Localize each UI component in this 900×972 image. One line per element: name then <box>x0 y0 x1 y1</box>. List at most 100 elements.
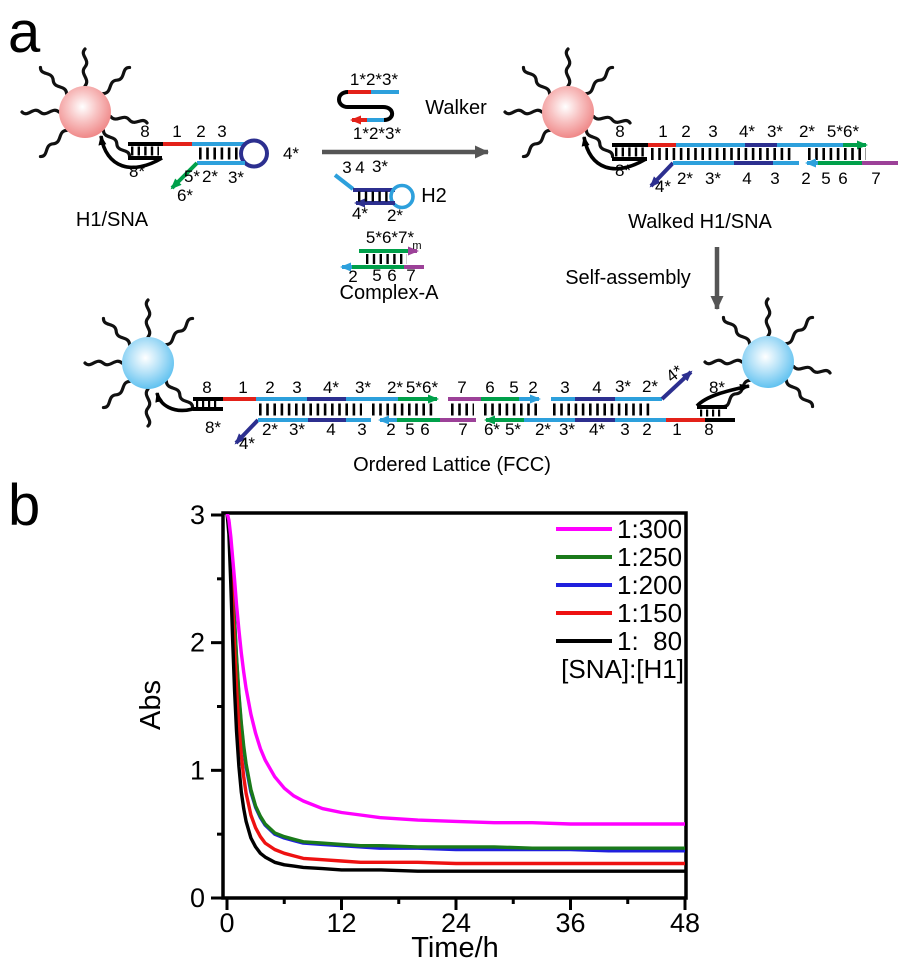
strand-segment-label: 1 <box>172 122 181 141</box>
strand-segment-label: 8 <box>140 122 149 141</box>
strand-segment-label: 5*6* <box>406 378 439 397</box>
complex-a-title: Complex-A <box>340 282 440 304</box>
strand-segment-label: 2 <box>801 169 810 188</box>
strand-segment-label: 5*6*7* <box>366 228 415 247</box>
legend-label: 1:150 <box>617 598 682 628</box>
curve-1:80 <box>225 514 685 873</box>
curve-1:300 <box>225 514 685 826</box>
anchor-arrow <box>581 136 647 171</box>
anchor-arrow <box>155 392 194 413</box>
pink-nanoparticle <box>542 86 594 138</box>
legend-label: 1:300 <box>617 514 682 544</box>
strand-segment-label: 3 <box>342 158 351 177</box>
walker-top-label: 1*2*3* <box>350 70 399 89</box>
lattice-title: Ordered Lattice (FCC) <box>353 454 551 476</box>
strand-6star-green-arrow <box>170 161 199 190</box>
strand-segment-label: 4 <box>355 158 364 177</box>
strand-segment-label: 3* <box>289 420 305 439</box>
legend-label: 1:200 <box>617 570 682 600</box>
strand-segment-label: 4 <box>592 378 601 397</box>
strand-segment-label: 8 <box>704 420 713 439</box>
strand-segment-label: 3* <box>355 378 371 397</box>
x-tick-label: 36 <box>555 908 585 938</box>
y-tick-label: 3 <box>190 500 205 530</box>
strand-segment-label: 6 <box>838 169 847 188</box>
strand-segment-label: 2 <box>265 378 274 397</box>
walker-backbone <box>337 90 395 122</box>
strand-segment-label: 2* <box>642 377 658 396</box>
strand-segment-label: 6* <box>177 186 193 205</box>
strand-segment-label: 4* <box>655 177 671 196</box>
self-assembly-label: Self-assembly <box>565 267 691 289</box>
anchor-arrow <box>695 384 750 408</box>
strand-segment-label: 2* <box>202 167 218 186</box>
strand-segment-label: 3 <box>708 122 717 141</box>
strand-segment-label: 3* <box>767 122 783 141</box>
legend-note: [SNA]:[H1] <box>561 654 684 684</box>
strand-segment-label: 3 <box>357 420 366 439</box>
strand-segment-label: 2 <box>642 420 651 439</box>
chart-curves <box>225 514 685 873</box>
strand-segment-label: 8* <box>205 418 221 437</box>
h2-loop <box>389 183 415 210</box>
strand-segment-label: 4 <box>742 169 751 188</box>
pink-nanoparticle <box>59 86 111 138</box>
strand-segment-label: 3* <box>372 157 388 176</box>
strand-segment-label: 2* <box>799 122 815 141</box>
strand-segment-label: 7 <box>458 420 467 439</box>
bottom-4star-navy-overhang <box>234 418 260 445</box>
h1-sna-diagram: 8 1 2 3 4* 8* 5* 2* 3* 6* H1/SNA <box>20 47 299 231</box>
h2-title: H2 <box>421 185 447 207</box>
strand-segment-label: 5*6* <box>827 122 860 141</box>
strand-segment-label: 4* <box>239 434 255 453</box>
panel-a-label: a <box>8 0 41 65</box>
strand-segment-label: 4* <box>283 144 299 163</box>
legend-label: 1: 80 <box>617 626 682 656</box>
strand-segment-label: 2* <box>535 420 551 439</box>
strand-segment-label: 3* <box>559 420 575 439</box>
x-axis-title: Time/h <box>411 932 499 964</box>
strand-segment-label: 3 <box>620 420 629 439</box>
strand-segment-label: 8* <box>615 161 631 180</box>
strand-segment-label: 3* <box>705 169 721 188</box>
walked-h1-sna-diagram: 8 1 2 3 4* 3* 2* 5*6* 8* 4* 2* 3* 4 3 2 … <box>503 47 898 233</box>
methyl-subscript: m <box>412 240 421 252</box>
strand-segment-label: 4* <box>323 378 339 397</box>
strand-segment-label: 5* <box>505 420 521 439</box>
strand-segment-label: 3 <box>217 122 226 141</box>
x-tick-label: 0 <box>219 908 234 938</box>
strand-segment-label: 5 <box>372 266 381 285</box>
h1-sna-title: H1/SNA <box>76 209 149 231</box>
y-tick-label: 1 <box>190 755 205 785</box>
strand-segment-label: 2* <box>262 420 278 439</box>
curve-1:150 <box>225 514 685 866</box>
strand-segment-label: 2 <box>386 420 395 439</box>
strand-segment-label: 8* <box>129 162 145 181</box>
strand-segment-label: 5 <box>405 420 414 439</box>
y-tick-label: 0 <box>190 883 205 913</box>
walker-diagram: 1*2*3* 1*2*3* Walker <box>337 70 487 143</box>
walker-bottom-label: 1*2*3* <box>353 124 402 143</box>
strand-segment-label: 7 <box>457 378 466 397</box>
strand-segment-label: 8* <box>709 378 725 397</box>
walked-title: Walked H1/SNA <box>628 211 772 233</box>
y-tick-label: 2 <box>190 628 205 658</box>
strand-segment-label: 4* <box>352 204 368 223</box>
top-4star-navy-overhang <box>660 370 693 401</box>
strand-segment-label: 4* <box>589 420 605 439</box>
strand-segment-label: 1 <box>658 122 667 141</box>
strand-segment-label: 3* <box>228 168 244 187</box>
strand-segment-label: 1 <box>238 378 247 397</box>
strand-segment-label: 3 <box>292 378 301 397</box>
strand-segment-label: 6 <box>387 266 396 285</box>
strand-segment-label: 1 <box>672 420 681 439</box>
strand-segment-label: 6 <box>485 378 494 397</box>
hairpin-loop-4star <box>239 138 269 169</box>
y-axis-title: Abs <box>135 680 167 730</box>
x-tick-label: 24 <box>441 908 471 938</box>
strand-segment-label: 6 <box>420 420 429 439</box>
strand-segment-label: 5 <box>509 378 518 397</box>
